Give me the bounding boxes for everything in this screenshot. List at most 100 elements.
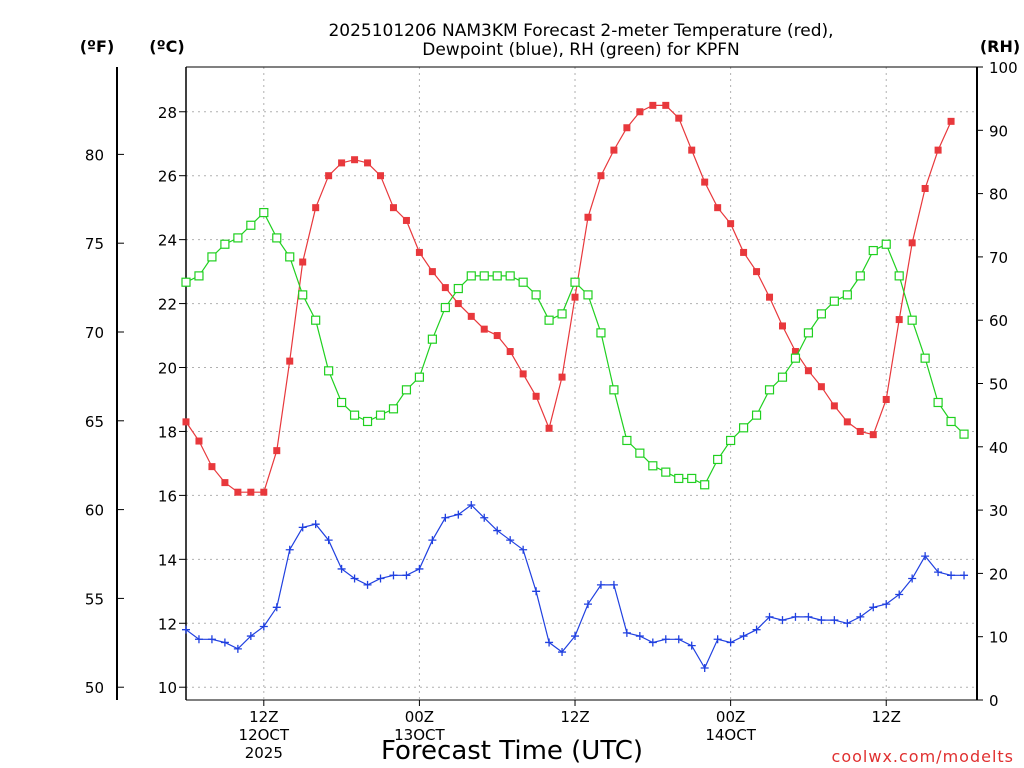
fahrenheit-tick-label-80: 80 bbox=[85, 146, 104, 164]
dewpoint-point-3 bbox=[220, 638, 229, 647]
dewpoint-point-50 bbox=[830, 616, 839, 625]
rh-tick-label-30: 30 bbox=[989, 502, 1008, 520]
rh-point-59 bbox=[946, 416, 956, 427]
dewpoint-point-42 bbox=[726, 638, 735, 647]
dewpoint-point-18 bbox=[415, 564, 424, 573]
dewpoint-point-33 bbox=[609, 580, 618, 589]
rh-point-16 bbox=[388, 404, 399, 414]
rh-point-52 bbox=[855, 271, 865, 281]
rh-tick-label-100: 100 bbox=[989, 59, 1018, 77]
dewpoint-point-46 bbox=[778, 616, 787, 625]
2-meter-temperature-point-53 bbox=[869, 431, 877, 439]
2-meter-temperature-point-30 bbox=[571, 293, 579, 301]
dewpoint-point-44 bbox=[752, 625, 761, 634]
2-meter-temperature-point-11 bbox=[325, 172, 333, 180]
chart-title-line-2: Dewpoint (blue), RH (green) for KPFN bbox=[422, 40, 739, 60]
2-meter-temperature-point-19 bbox=[428, 268, 436, 276]
dewpoint-point-14 bbox=[363, 580, 372, 589]
dewpoint-point-30 bbox=[571, 632, 580, 641]
dewpoint-point-35 bbox=[635, 632, 644, 641]
2-meter-temperature-point-42 bbox=[727, 220, 735, 228]
rh-point-3 bbox=[220, 239, 230, 249]
2-meter-temperature-point-36 bbox=[649, 101, 657, 109]
rh-point-1 bbox=[194, 271, 204, 281]
dewpoint-point-22 bbox=[467, 500, 476, 509]
rh-point-56 bbox=[907, 315, 917, 325]
2-meter-temperature-point-21 bbox=[454, 300, 462, 308]
rh-unit-label: (RH) bbox=[980, 37, 1020, 56]
dewpoint-point-7 bbox=[272, 603, 281, 612]
dewpoint-point-9 bbox=[298, 523, 307, 532]
2-meter-temperature-point-6 bbox=[260, 488, 268, 496]
rh-tick-label-80: 80 bbox=[989, 186, 1008, 204]
rh-point-41 bbox=[713, 454, 723, 465]
2-meter-temperature-point-45 bbox=[766, 293, 774, 301]
2-meter-temperature-point-59 bbox=[947, 117, 955, 125]
2-meter-temperature-point-13 bbox=[351, 156, 359, 164]
2-meter-temperature-point-50 bbox=[830, 402, 838, 410]
credit-text[interactable]: coolwx.com/modelts bbox=[832, 747, 1014, 766]
2-meter-temperature-point-12 bbox=[338, 159, 346, 167]
2-meter-temperature-point-15 bbox=[377, 172, 385, 180]
dewpoint-point-37 bbox=[661, 635, 670, 644]
rh-point-57 bbox=[920, 353, 930, 363]
rh-point-55 bbox=[894, 271, 904, 281]
rh-point-48 bbox=[803, 328, 814, 338]
dewpoint-point-49 bbox=[817, 616, 826, 625]
rh-point-20 bbox=[440, 302, 450, 313]
fahrenheit-unit-label: (ºF) bbox=[80, 37, 115, 56]
dewpoint-point-60 bbox=[960, 571, 969, 580]
dewpoint-point-31 bbox=[583, 600, 592, 609]
fahrenheit-tick-label-60: 60 bbox=[85, 502, 104, 520]
rh-point-18 bbox=[414, 372, 425, 382]
x-tick-label-30-0: 12Z bbox=[560, 708, 589, 726]
rh-tick-label-70: 70 bbox=[989, 249, 1008, 267]
2-meter-temperature-point-22 bbox=[467, 312, 475, 320]
rh-point-38 bbox=[674, 473, 684, 484]
dewpoint-point-5 bbox=[246, 632, 255, 641]
rh-point-2 bbox=[207, 252, 217, 262]
rh-point-37 bbox=[661, 467, 671, 477]
dewpoint-point-12 bbox=[337, 564, 346, 573]
dewpoint-point-2 bbox=[207, 635, 216, 644]
2-meter-temperature-point-16 bbox=[389, 204, 397, 212]
rh-point-21 bbox=[453, 283, 463, 294]
x-tick-label-6-0: 12Z bbox=[249, 708, 278, 726]
2-meter-temperature-point-0 bbox=[182, 418, 190, 426]
2-meter-temperature-point-25 bbox=[506, 348, 514, 356]
dewpoint-point-45 bbox=[765, 612, 774, 621]
2-meter-temperature-point-20 bbox=[441, 284, 449, 292]
2-meter-temperature-point-31 bbox=[584, 213, 592, 221]
celsius-tick-label-24: 24 bbox=[158, 232, 177, 250]
2-meter-temperature-point-4 bbox=[234, 488, 242, 496]
celsius-tick-label-10: 10 bbox=[158, 679, 177, 697]
2-meter-temperature-point-39 bbox=[688, 146, 696, 154]
rh-point-23 bbox=[479, 271, 489, 281]
2-meter-temperature-point-35 bbox=[636, 108, 644, 116]
rh-point-60 bbox=[959, 429, 969, 439]
rh-point-53 bbox=[868, 245, 878, 256]
2-meter-temperature-point-33 bbox=[610, 146, 618, 154]
rh-point-12 bbox=[337, 397, 347, 408]
dewpoint-point-10 bbox=[311, 520, 320, 529]
rh-point-17 bbox=[401, 385, 412, 395]
x-tick-label-42-0: 00Z bbox=[716, 708, 745, 726]
celsius-tick-label-26: 26 bbox=[158, 168, 177, 186]
dewpoint-markers bbox=[182, 500, 969, 673]
celsius-tick-label-14: 14 bbox=[158, 551, 177, 569]
2-meter-temperature-point-56 bbox=[908, 239, 916, 247]
dewpoint-point-51 bbox=[843, 619, 852, 628]
2-meter-temperature-point-51 bbox=[843, 418, 851, 426]
2-meter-temperature-point-2 bbox=[208, 463, 216, 471]
rh-point-39 bbox=[687, 473, 697, 484]
2-meter-temperature-point-17 bbox=[402, 216, 410, 224]
2-meter-temperature-point-44 bbox=[753, 268, 761, 276]
rh-point-0 bbox=[181, 277, 191, 287]
2-meter-temperature-point-7 bbox=[273, 447, 281, 455]
2-meter-temperature-point-57 bbox=[921, 184, 929, 192]
dewpoint-point-8 bbox=[285, 545, 294, 554]
fahrenheit-tick-label-75: 75 bbox=[85, 235, 104, 253]
dewpoint-point-58 bbox=[934, 568, 943, 577]
celsius-tick-label-28: 28 bbox=[158, 104, 177, 122]
dewpoint-point-6 bbox=[259, 622, 268, 631]
